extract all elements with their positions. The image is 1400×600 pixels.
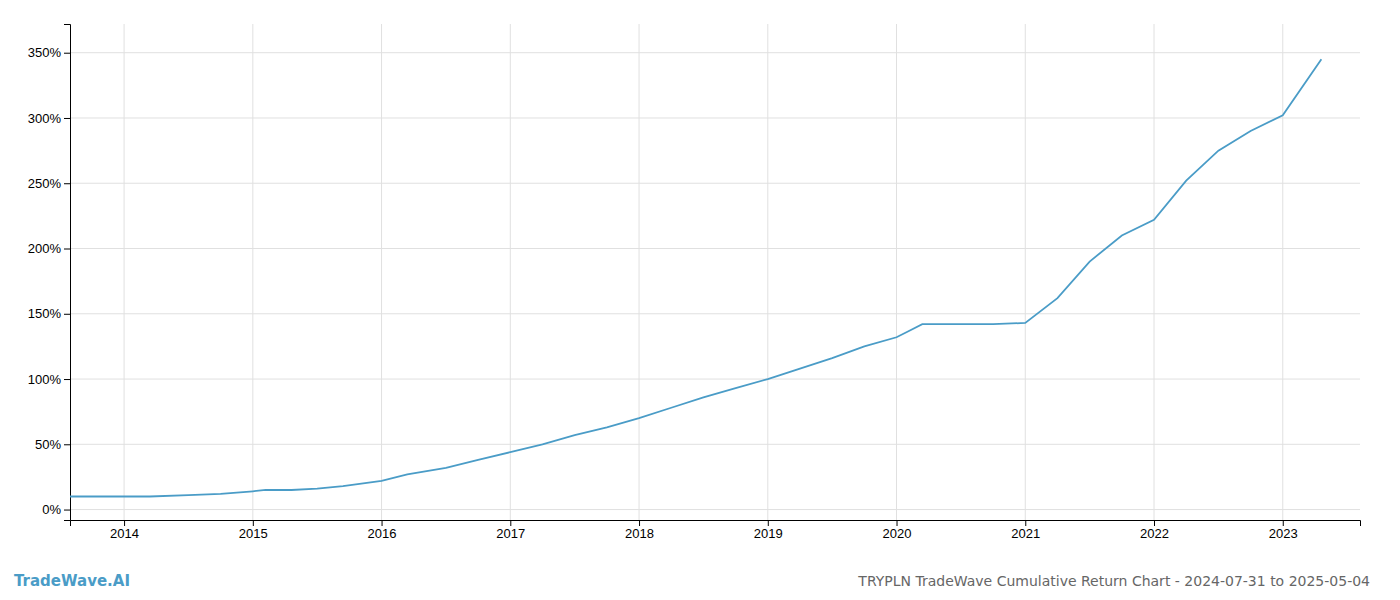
y-tick-mark xyxy=(64,53,70,54)
x-tick-mark xyxy=(1154,520,1155,526)
y-tick-label: 50% xyxy=(35,437,61,452)
x-tick-label: 2015 xyxy=(239,526,268,541)
y-tick-label: 0% xyxy=(42,502,61,517)
grid-line-x xyxy=(124,24,125,520)
x-tick: 2023 xyxy=(1269,520,1298,541)
title: TRYPLN TradeWave Cumulative Return Chart… xyxy=(857,573,1370,589)
x-tick-mark xyxy=(1283,520,1284,526)
grid-line-x xyxy=(510,24,511,520)
plot-area: 2014 2015 2016 2017 2018 2019 2020 2021 2022 2023… xyxy=(28,24,1361,541)
y-tick-label: 350% xyxy=(28,45,62,60)
x-tick-label: 2014 xyxy=(110,526,139,541)
x-tick-label: 2017 xyxy=(496,526,525,541)
marks xyxy=(70,59,1321,496)
x-tick: 2018 xyxy=(625,520,654,541)
grid-line-x xyxy=(896,24,897,520)
x-tick: 2022 xyxy=(1140,520,1169,541)
grid-line-x xyxy=(1025,24,1026,520)
y-tick-mark xyxy=(64,118,70,119)
grid-line-y xyxy=(70,52,1360,53)
grid-line-y xyxy=(70,444,1360,445)
x-tick: 2021 xyxy=(1011,520,1040,541)
x-tick-mark xyxy=(897,520,898,526)
x-tick-mark xyxy=(510,520,511,526)
x-tick-label: 2022 xyxy=(1140,526,1169,541)
x-tick-label: 2018 xyxy=(625,526,654,541)
x-tick: 2017 xyxy=(496,520,525,541)
y-tick-mark xyxy=(64,249,70,250)
grid-line-x xyxy=(1282,24,1283,520)
x-tick: 2020 xyxy=(883,520,912,541)
chart: 2014 2015 2016 2017 2018 2019 2020 2021 2022 2023… xyxy=(0,0,1400,600)
x-tick: 2016 xyxy=(368,520,397,541)
y-tick-mark xyxy=(64,510,70,511)
grid-line-y xyxy=(70,117,1360,118)
x-tick: 2015 xyxy=(239,520,268,541)
x-tick-mark xyxy=(1025,520,1026,526)
x-axis-line xyxy=(71,521,1361,527)
y-tick: 50% xyxy=(35,437,70,452)
grid-line-x xyxy=(767,24,768,520)
x-tick-label: 2021 xyxy=(1011,526,1040,541)
line xyxy=(70,59,1321,496)
grid-line-y xyxy=(70,248,1360,249)
y-tick-label: 250% xyxy=(28,176,62,191)
watermark: TradeWave.AI xyxy=(14,572,130,590)
grid-line-y xyxy=(70,183,1360,184)
y-tick-mark xyxy=(64,379,70,380)
grid-line-y xyxy=(70,379,1360,380)
y-tick-label: 150% xyxy=(28,306,62,321)
grid-line-x xyxy=(639,24,640,520)
grid-line-x xyxy=(252,24,253,520)
y-axis-line xyxy=(64,25,71,521)
y-axis: 0% 50% 100% 150% 200% 250% 300% 350% xyxy=(28,25,71,521)
y-tick-label: 300% xyxy=(28,111,62,126)
y-tick-mark xyxy=(64,183,70,184)
grid-line-y xyxy=(70,509,1360,510)
y-tick: 100% xyxy=(28,372,70,387)
y-tick-label: 100% xyxy=(28,372,62,387)
x-axis: 2014 2015 2016 2017 2018 2019 2020 2021 2022 2023 xyxy=(71,520,1361,541)
x-tick-label: 2016 xyxy=(368,526,397,541)
y-tick-mark xyxy=(64,444,70,445)
x-tick-label: 2019 xyxy=(754,526,783,541)
grid-line-x xyxy=(381,24,382,520)
y-tick: 300% xyxy=(28,111,70,126)
x-tick-mark xyxy=(253,520,254,526)
x-tick-label: 2023 xyxy=(1269,526,1298,541)
grid-line-x xyxy=(1154,24,1155,520)
x-tick-mark xyxy=(382,520,383,526)
y-tick: 150% xyxy=(28,306,70,321)
x-tick: 2014 xyxy=(110,520,139,541)
y-tick: 350% xyxy=(28,45,70,60)
grid-line-y xyxy=(70,313,1360,314)
x-tick-mark xyxy=(768,520,769,526)
y-tick: 0% xyxy=(42,502,70,517)
grid xyxy=(70,24,1360,520)
x-tick: 2019 xyxy=(754,520,783,541)
y-tick: 200% xyxy=(28,241,70,256)
x-tick-mark xyxy=(639,520,640,526)
y-tick-label: 200% xyxy=(28,241,62,256)
x-tick-mark xyxy=(124,520,125,526)
y-tick-mark xyxy=(64,314,70,315)
y-tick: 250% xyxy=(28,176,70,191)
x-tick-label: 2020 xyxy=(883,526,912,541)
